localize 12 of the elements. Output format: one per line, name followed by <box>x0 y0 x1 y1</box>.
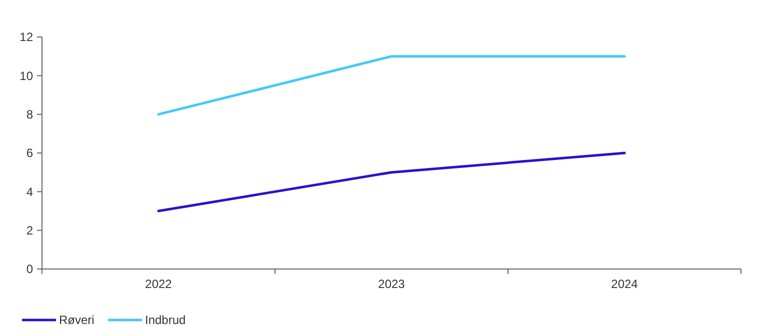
y-tick-label: 8 <box>26 108 34 122</box>
x-tick-label: 2024 <box>611 277 638 291</box>
y-tick-label: 0 <box>26 262 34 276</box>
legend-label: Røveri <box>59 313 94 328</box>
x-tick-label: 2022 <box>145 277 172 291</box>
y-tick-label: 6 <box>26 146 34 160</box>
x-tick-label: 2023 <box>378 277 406 291</box>
y-tick-label: 10 <box>20 68 34 83</box>
y-tick-label: 12 <box>20 30 34 44</box>
legend-label: Indbrud <box>145 313 186 328</box>
y-tick-label: 2 <box>26 224 34 238</box>
y-tick-label: 4 <box>26 184 34 199</box>
